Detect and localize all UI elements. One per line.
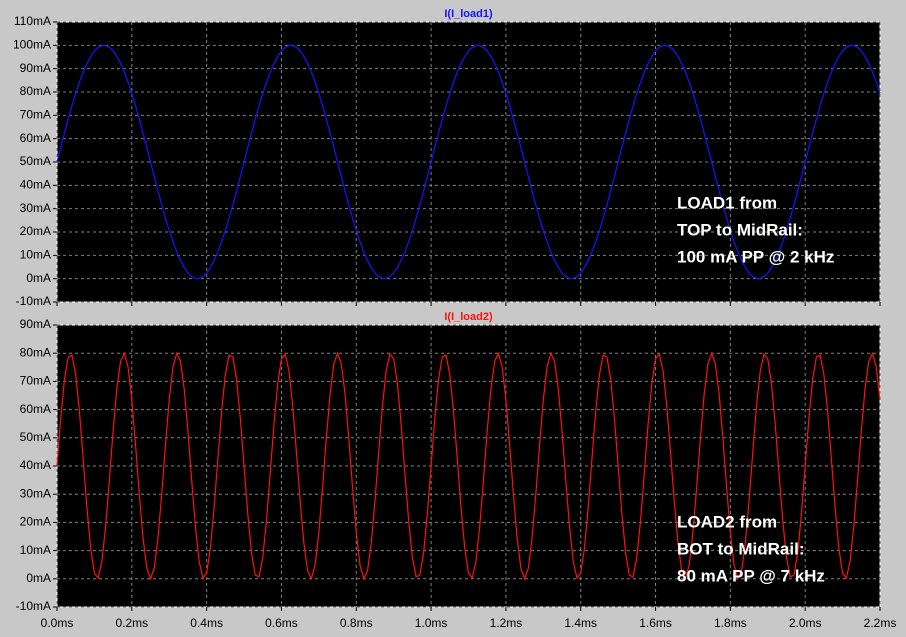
y-tick-label: 70mA [20,108,51,122]
y-tick-label: 60mA [20,402,51,416]
series-name: I(I_load2) [444,311,493,323]
x-tick-label: 1.4ms [564,616,597,630]
annotation: BOT to MidRail: [677,539,804,558]
y-tick-label: 90mA [20,61,51,75]
y-tick-label: 50mA [20,430,51,444]
y-tick-label: 80mA [20,84,51,98]
annotation: LOAD1 from [677,193,777,212]
x-tick-label: 2.2ms [864,616,897,630]
x-tick-label: 0.2ms [115,616,148,630]
x-tick-label: 0.4ms [190,616,223,630]
annotation: 100 mA PP @ 2 kHz [677,247,834,266]
y-tick-label: 110mA [14,14,51,28]
y-tick-label: 50mA [20,154,51,168]
y-tick-label: -10mA [16,599,51,613]
y-tick-label: 70mA [20,374,51,388]
y-tick-label: 40mA [20,178,51,192]
x-tick-label: 0.0ms [41,616,74,630]
x-tick-label: 1.0ms [415,616,448,630]
annotation: LOAD2 from [677,512,777,531]
y-tick-label: 20mA [20,515,51,529]
y-tick-label: 0mA [26,271,51,285]
y-tick-label: 10mA [20,543,51,557]
x-tick-label: 0.8ms [340,616,373,630]
y-tick-label: 40mA [20,458,51,472]
x-tick-label: 0.6ms [265,616,298,630]
x-tick-label: 1.6ms [639,616,672,630]
y-tick-label: 20mA [20,224,51,238]
x-tick-label: 2.0ms [789,616,822,630]
y-tick-label: 30mA [20,201,51,215]
x-tick-label: 1.8ms [714,616,747,630]
y-tick-label: -10mA [16,294,51,308]
y-tick-label: 80mA [20,345,51,359]
y-tick-label: 30mA [20,486,51,500]
annotation: TOP to MidRail: [677,220,803,239]
series-name: I(I_load1) [444,8,493,20]
y-tick-label: 0mA [26,571,51,585]
series-line [56,44,881,280]
y-tick-label: 100mA [13,38,51,52]
series-line [56,351,881,581]
y-tick-label: 10mA [20,248,51,262]
plot-area [56,324,881,608]
y-tick-label: 60mA [20,131,51,145]
annotation: 80 mA PP @ 7 kHz [677,566,825,585]
x-tick-label: 1.2ms [490,616,523,630]
y-tick-label: 90mA [20,317,51,331]
